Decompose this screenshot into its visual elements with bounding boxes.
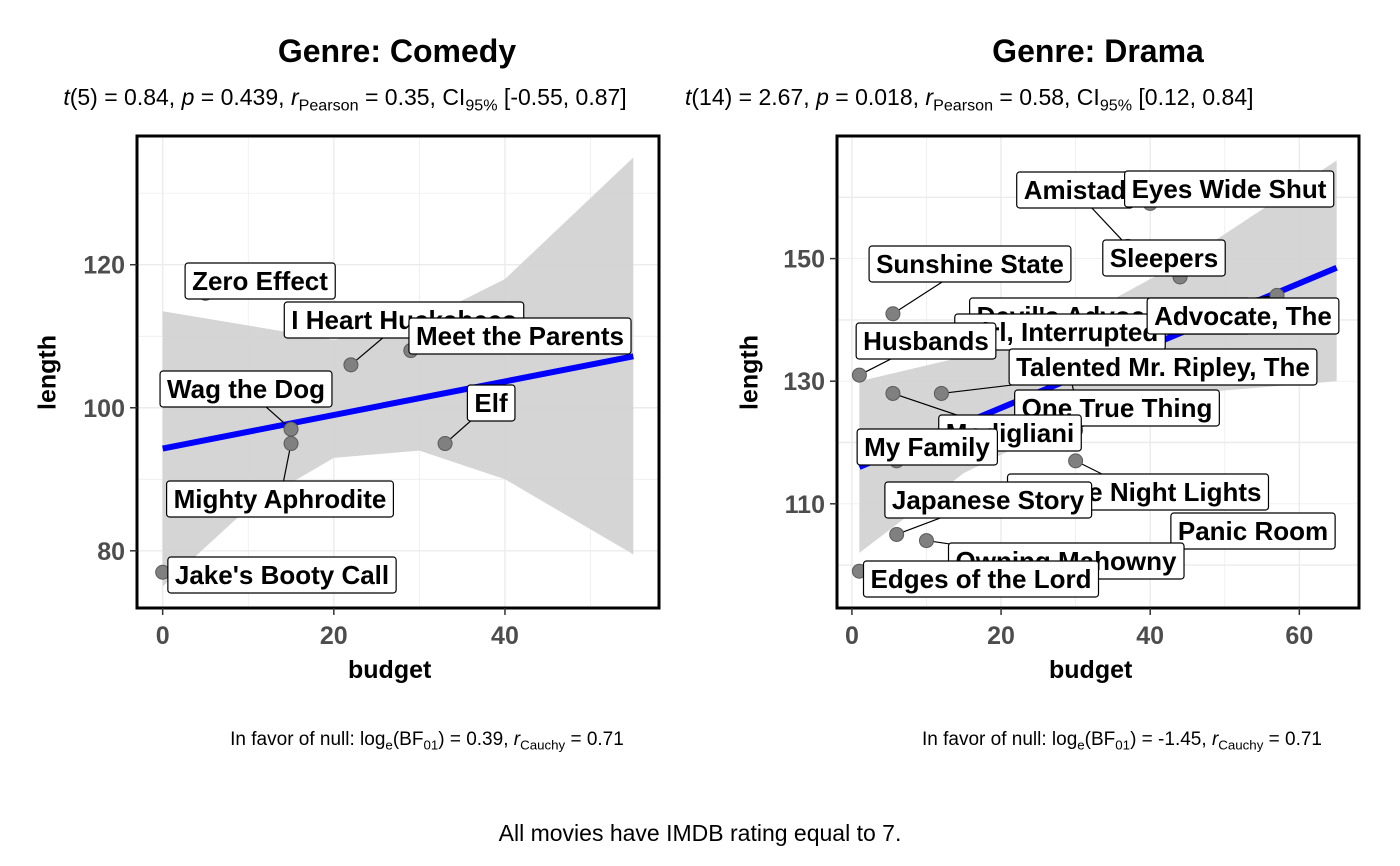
- drama-bf-caption: In favor of null: loge(BF01) = -1.45, rC…: [922, 729, 1322, 753]
- comedy-point-label-text: Zero Effect: [192, 266, 328, 296]
- drama-point-label-box: [884, 481, 1093, 519]
- comedy-point-label-text: Mighty Aphrodite: [174, 484, 387, 514]
- comedy-y-tick-label: 100: [83, 395, 125, 423]
- comedy-point-label-text: Jake's Booty Call: [175, 560, 389, 590]
- comedy-ci-ribbon: [162, 157, 634, 587]
- comedy-point-label-box: [167, 556, 397, 594]
- drama-point-label: Sleepers: [1102, 239, 1226, 277]
- drama-y-tick-label: 150: [783, 246, 825, 274]
- comedy-point-label-box: [466, 384, 516, 422]
- drama-point-label-box: [862, 560, 1100, 598]
- drama-data-point: [918, 533, 934, 549]
- drama-y-tick-label: 130: [783, 368, 825, 396]
- drama-point-label-text: Amistad: [1024, 175, 1127, 205]
- drama-point-label-text: Talented Mr. Ripley, The: [1016, 352, 1310, 382]
- drama-point-label: Edges of the Lord: [862, 560, 1100, 598]
- drama-x-tick-label: 0: [845, 622, 859, 650]
- drama-x-tick-label: 60: [1285, 622, 1313, 650]
- comedy-y-tick-label: 80: [97, 538, 125, 566]
- comedy-panel-border: [135, 134, 661, 610]
- comedy-data-point: [283, 421, 299, 437]
- comedy-data-point: [343, 357, 359, 373]
- comedy-data-point: [437, 436, 453, 452]
- comedy-ylabel: length: [33, 335, 62, 410]
- drama-point-label: Panic Room: [1170, 512, 1336, 550]
- drama-point-label-text: Eyes Wide Shut: [1132, 174, 1327, 204]
- drama-data-point: [889, 526, 905, 542]
- drama-subtitle: t(14) = 2.67, p = 0.018, rPearson = 0.58…: [685, 84, 1254, 111]
- comedy-point-label: Zero Effect: [184, 262, 336, 300]
- drama-y-tick-label: 110: [785, 491, 825, 519]
- drama-data-point: [1068, 453, 1084, 469]
- drama-point-label-text: My Family: [864, 432, 990, 462]
- comedy-fit-line: [162, 353, 634, 452]
- drama-point-label: Japanese Story: [884, 481, 1093, 519]
- figure-caption: All movies have IMDB rating equal to 7.: [498, 820, 902, 846]
- comedy-bf-caption: In favor of null: loge(BF01) = 0.39, rCa…: [230, 729, 624, 753]
- drama-point-label-box: [1008, 348, 1318, 386]
- drama-point-label: Amistad: [1016, 171, 1134, 209]
- drama-point-label-text: Husbands: [863, 326, 989, 356]
- drama-point-label-box: [868, 245, 1072, 283]
- comedy-subtitle: t(5) = 0.84, p = 0.439, rPearson = 0.35,…: [63, 84, 627, 111]
- drama-point-label-box: [1146, 297, 1340, 335]
- comedy-point-label-box: [159, 370, 333, 408]
- comedy-point-label-text: Wag the Dog: [167, 374, 325, 404]
- comedy-xlabel: budget: [348, 656, 432, 684]
- drama-point-label-box: [855, 322, 997, 360]
- drama-point-label-text: Japanese Story: [892, 485, 1085, 515]
- comedy-title: Genre: Comedy: [277, 33, 517, 69]
- drama-data-point: [885, 306, 901, 322]
- drama-point-label-text: Sleepers: [1110, 243, 1218, 273]
- drama-point-label-box: [1170, 512, 1336, 550]
- comedy-point-label-box: [166, 480, 394, 518]
- drama-x-tick-label: 20: [987, 622, 1015, 650]
- drama-title: Genre: Drama: [992, 33, 1204, 69]
- comedy-point-label: Elf: [466, 384, 516, 422]
- drama-point-label: Talented Mr. Ripley, The: [1008, 348, 1318, 386]
- drama-panel: Amistad Eyes Wide Shut Sleepers Sunshine St…: [783, 134, 1361, 650]
- drama-point-label-text: Sunshine State: [876, 249, 1064, 279]
- comedy-point-label-box: [184, 262, 336, 300]
- drama-point-label: Advocate, The: [1146, 297, 1340, 335]
- drama-data-point: [933, 385, 949, 401]
- drama-point-label: Husbands: [855, 322, 997, 360]
- comedy-point-label-text: Meet the Parents: [416, 321, 624, 351]
- drama-panel-border: [835, 134, 1361, 610]
- drama-point-label-box: [1123, 170, 1335, 208]
- comedy-point-label-box: [408, 317, 632, 355]
- drama-point-label-text: Edges of the Lord: [871, 564, 1092, 594]
- drama-xlabel: budget: [1049, 656, 1133, 684]
- comedy-point-label-text: Elf: [474, 388, 508, 418]
- drama-point-label: Eyes Wide Shut: [1123, 170, 1335, 208]
- drama-data-point: [851, 367, 867, 383]
- comedy-x-tick-label: 0: [156, 622, 170, 650]
- drama-point-label: Sunshine State: [868, 245, 1072, 283]
- comedy-data-point: [283, 436, 299, 452]
- drama-point-label: My Family: [856, 428, 998, 466]
- comedy-point-label: Mighty Aphrodite: [166, 480, 394, 518]
- drama-point-label-box: [1102, 239, 1226, 277]
- drama-point-label-box: [856, 428, 998, 466]
- drama-x-tick-label: 40: [1136, 622, 1164, 650]
- drama-point-label-text: Advocate, The: [1154, 301, 1332, 331]
- drama-ylabel: length: [735, 335, 764, 410]
- comedy-point-label: Meet the Parents: [408, 317, 632, 355]
- comedy-x-tick-label: 40: [491, 622, 519, 650]
- comedy-point-label: Wag the Dog: [159, 370, 333, 408]
- comedy-point-label: Jake's Booty Call: [167, 556, 397, 594]
- comedy-y-tick-label: 120: [83, 252, 125, 280]
- drama-data-point: [885, 385, 901, 401]
- comedy-x-tick-label: 20: [320, 622, 348, 650]
- drama-point-label-text: Panic Room: [1178, 516, 1328, 546]
